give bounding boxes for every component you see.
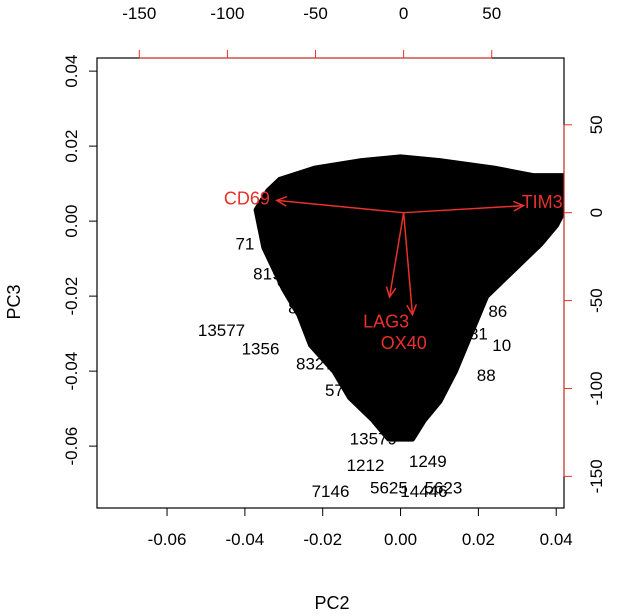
- observation-label: 7146: [312, 482, 350, 501]
- y-tick-label: -0.06: [62, 427, 81, 466]
- arrow-head-icon: [513, 200, 526, 212]
- loading-arrow-ox40: [402, 212, 414, 315]
- loading-arrow-lag3: [388, 212, 405, 298]
- right-tick-label: -50: [587, 288, 606, 313]
- x-tick-label: 0.02: [462, 530, 495, 549]
- observation-label: 10: [492, 336, 511, 355]
- arrow-head-icon: [385, 286, 397, 299]
- top-tick-label: 0: [399, 4, 408, 23]
- top-tick-label: -100: [210, 4, 244, 23]
- x-tick-label: -0.06: [148, 530, 187, 549]
- y-tick-label: -0.04: [62, 352, 81, 391]
- x-tick-label: -0.04: [226, 530, 265, 549]
- loading-arrow-cd69: [276, 199, 404, 214]
- observation-label: 81: [469, 325, 488, 344]
- x-axis-primary: -0.06 -0.04 -0.02 0.00 0.02 0.04: [148, 508, 573, 549]
- observation-label: 71: [235, 235, 254, 254]
- top-tick-label: -50: [303, 4, 328, 23]
- observation-label: 5625: [370, 478, 408, 497]
- observation-label: 13577: [198, 321, 245, 340]
- x-axis-title: PC2: [314, 593, 349, 613]
- observation-label: 8344: [288, 298, 326, 317]
- x-tick-label: 0.04: [540, 530, 573, 549]
- observation-label: 9: [497, 257, 506, 276]
- y-tick-label: 0.00: [62, 205, 81, 238]
- arrow-head-icon: [406, 304, 418, 317]
- right-tick-label: 0: [587, 208, 606, 217]
- y-axis-secondary: -150 -100 -50 0 50: [563, 115, 606, 493]
- observation-label: 86: [488, 302, 507, 321]
- observation-label: 29: [523, 235, 542, 254]
- observation-label: 5623: [424, 478, 462, 497]
- observation-label: 8327: [296, 355, 334, 374]
- observation-label: 6061: [277, 272, 315, 291]
- right-tick-label: -100: [587, 371, 606, 405]
- y-tick-label: 0.02: [62, 130, 81, 163]
- y-tick-label: -0.02: [62, 277, 81, 316]
- observation-label: 13579: [350, 430, 397, 449]
- observation-label: 1356: [242, 340, 280, 359]
- x-tick-label: -0.02: [303, 530, 342, 549]
- observation-label: 1212: [347, 456, 385, 475]
- top-tick-label: -150: [122, 4, 156, 23]
- observation-label: 8199: [253, 265, 291, 284]
- x-tick-label: 0.00: [384, 530, 417, 549]
- observation-label: 57: [325, 381, 344, 400]
- observation-label: 1249: [409, 452, 447, 471]
- loading-label-cd69: CD69: [224, 189, 270, 209]
- loading-label-ox40: OX40: [381, 333, 427, 353]
- y-axis-primary: -0.06 -0.04 -0.02 0.00 0.02 0.04: [62, 55, 97, 466]
- loading-label-lag3: LAG3: [363, 312, 409, 332]
- arrow-head-icon: [275, 195, 288, 207]
- observation-label: 88: [477, 366, 496, 385]
- observation-label: 14446: [400, 482, 447, 501]
- right-tick-label: -150: [587, 459, 606, 493]
- right-tick-label: 50: [587, 115, 606, 134]
- loading-arrow-tim3: [403, 204, 524, 214]
- y-tick-label: 0.04: [62, 55, 81, 88]
- x-axis-secondary: -150 -100 -50 0 50: [122, 4, 501, 59]
- top-tick-label: 50: [482, 4, 501, 23]
- y-axis-title: PC3: [4, 284, 24, 319]
- loading-label-tim3: TIM3: [522, 192, 563, 212]
